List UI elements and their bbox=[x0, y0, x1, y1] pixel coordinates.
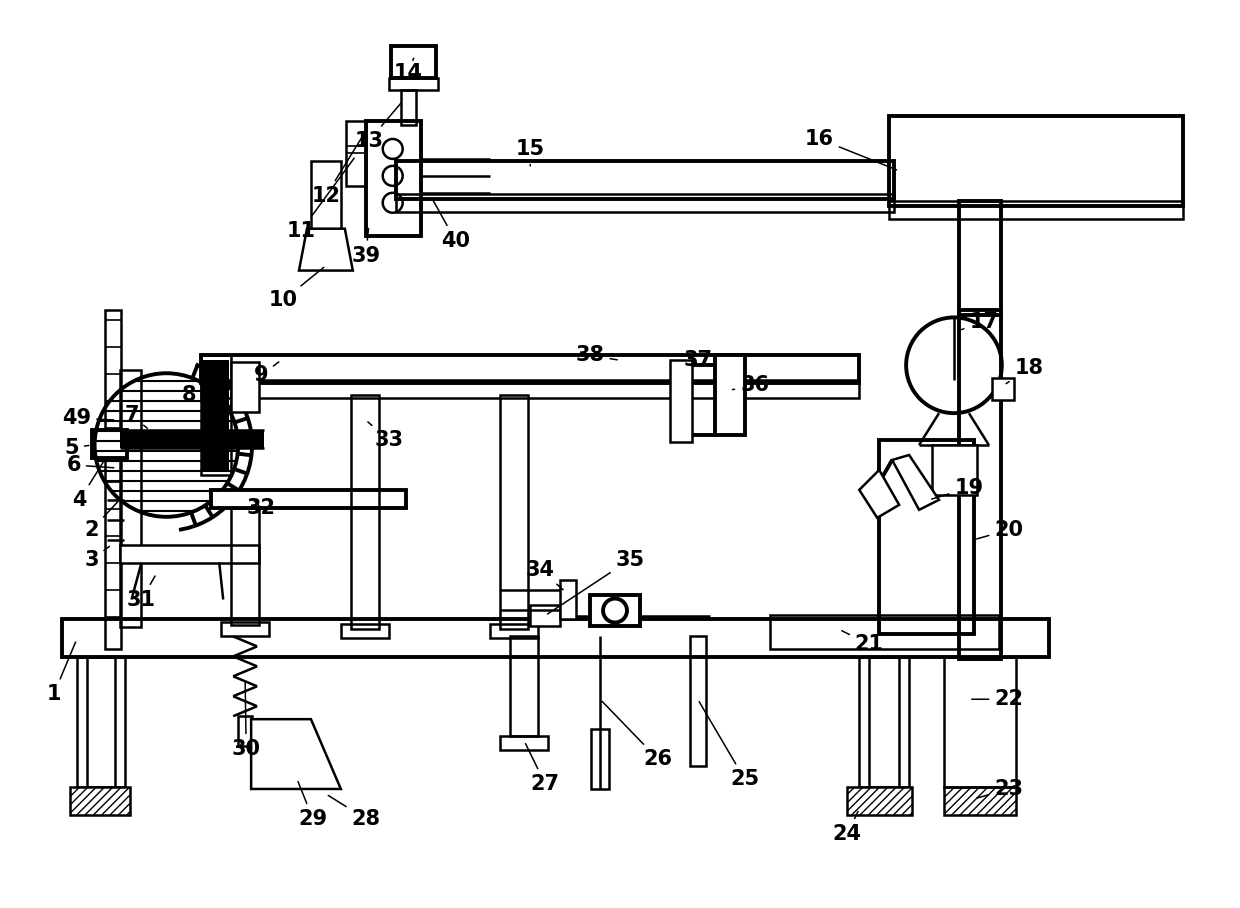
Text: 9: 9 bbox=[254, 362, 279, 385]
Text: 16: 16 bbox=[805, 129, 897, 170]
Text: 11: 11 bbox=[286, 158, 355, 241]
Text: 31: 31 bbox=[126, 576, 156, 609]
Bar bbox=[231, 362, 259, 412]
Text: 30: 30 bbox=[232, 682, 260, 759]
Text: 15: 15 bbox=[516, 139, 544, 166]
Bar bbox=[560, 579, 577, 619]
Text: 35: 35 bbox=[548, 549, 645, 614]
Bar bbox=[388, 78, 438, 90]
Bar bbox=[211, 490, 405, 508]
Text: 23: 23 bbox=[977, 779, 1023, 799]
Text: 33: 33 bbox=[368, 422, 403, 450]
Text: 3: 3 bbox=[84, 547, 109, 569]
Bar bbox=[959, 311, 1001, 659]
Bar bbox=[351, 395, 378, 629]
Text: 26: 26 bbox=[601, 701, 672, 769]
Text: 1: 1 bbox=[46, 642, 76, 705]
Bar bbox=[62, 619, 1049, 657]
Bar bbox=[501, 395, 528, 629]
Text: 27: 27 bbox=[526, 744, 559, 794]
Text: 28: 28 bbox=[329, 795, 381, 829]
Bar bbox=[87, 657, 114, 787]
Bar bbox=[119, 370, 141, 627]
Bar bbox=[859, 657, 909, 787]
Bar bbox=[119, 430, 264, 448]
Bar bbox=[391, 46, 435, 78]
Text: 40: 40 bbox=[432, 198, 470, 251]
Text: 39: 39 bbox=[351, 229, 381, 266]
Text: 24: 24 bbox=[833, 812, 862, 844]
Text: 37: 37 bbox=[683, 350, 712, 370]
Text: 19: 19 bbox=[931, 478, 983, 499]
Bar bbox=[311, 161, 341, 229]
Text: 12: 12 bbox=[311, 133, 365, 206]
Bar bbox=[770, 615, 999, 649]
Text: 29: 29 bbox=[298, 782, 327, 829]
Text: 8: 8 bbox=[182, 385, 208, 405]
Bar bbox=[201, 355, 859, 383]
Text: 36: 36 bbox=[733, 375, 769, 395]
Bar bbox=[396, 161, 894, 199]
Bar bbox=[944, 787, 1016, 814]
Text: 2: 2 bbox=[84, 502, 118, 539]
Text: 22: 22 bbox=[972, 689, 1023, 709]
Polygon shape bbox=[859, 470, 899, 518]
Text: 10: 10 bbox=[269, 267, 324, 311]
Bar bbox=[346, 121, 366, 186]
Text: 25: 25 bbox=[699, 702, 759, 789]
Text: 13: 13 bbox=[355, 104, 401, 151]
Bar bbox=[69, 787, 129, 814]
Text: 20: 20 bbox=[977, 519, 1023, 539]
Text: 6: 6 bbox=[67, 455, 114, 475]
Bar bbox=[959, 201, 1001, 315]
Text: 32: 32 bbox=[247, 498, 275, 518]
Bar bbox=[992, 379, 1014, 400]
Bar bbox=[231, 508, 259, 626]
Bar bbox=[847, 787, 913, 814]
Bar bbox=[714, 355, 744, 435]
Text: 21: 21 bbox=[842, 631, 884, 655]
Bar bbox=[201, 360, 229, 472]
Bar bbox=[501, 736, 548, 750]
Text: 34: 34 bbox=[526, 559, 563, 589]
Bar bbox=[879, 440, 973, 635]
Bar bbox=[77, 657, 124, 787]
Bar bbox=[511, 637, 538, 736]
Text: 4: 4 bbox=[72, 462, 103, 510]
Text: 38: 38 bbox=[575, 345, 618, 365]
Text: 18: 18 bbox=[1006, 359, 1043, 384]
Polygon shape bbox=[299, 229, 353, 271]
Bar bbox=[201, 355, 231, 475]
Bar bbox=[201, 380, 859, 399]
Bar bbox=[531, 605, 560, 627]
Bar bbox=[932, 445, 977, 495]
Text: 17: 17 bbox=[961, 312, 998, 332]
Polygon shape bbox=[892, 455, 939, 509]
Text: 5: 5 bbox=[64, 438, 89, 458]
Bar bbox=[221, 623, 269, 637]
Bar bbox=[889, 116, 1183, 206]
Bar bbox=[396, 193, 894, 212]
Bar bbox=[490, 625, 538, 638]
Bar bbox=[944, 657, 1016, 787]
Bar bbox=[689, 637, 706, 766]
Bar bbox=[238, 716, 252, 746]
Text: 49: 49 bbox=[62, 408, 114, 428]
Bar bbox=[590, 595, 640, 627]
Bar bbox=[591, 729, 609, 789]
Bar bbox=[889, 201, 1183, 219]
Bar bbox=[341, 625, 388, 638]
Text: 14: 14 bbox=[394, 58, 423, 84]
Bar bbox=[869, 657, 899, 787]
Bar bbox=[119, 545, 259, 563]
Bar bbox=[670, 360, 692, 442]
Bar bbox=[104, 311, 120, 649]
Text: 7: 7 bbox=[124, 405, 148, 429]
Bar bbox=[92, 430, 126, 458]
Bar bbox=[401, 90, 415, 125]
Polygon shape bbox=[252, 719, 341, 789]
Bar bbox=[366, 121, 420, 236]
